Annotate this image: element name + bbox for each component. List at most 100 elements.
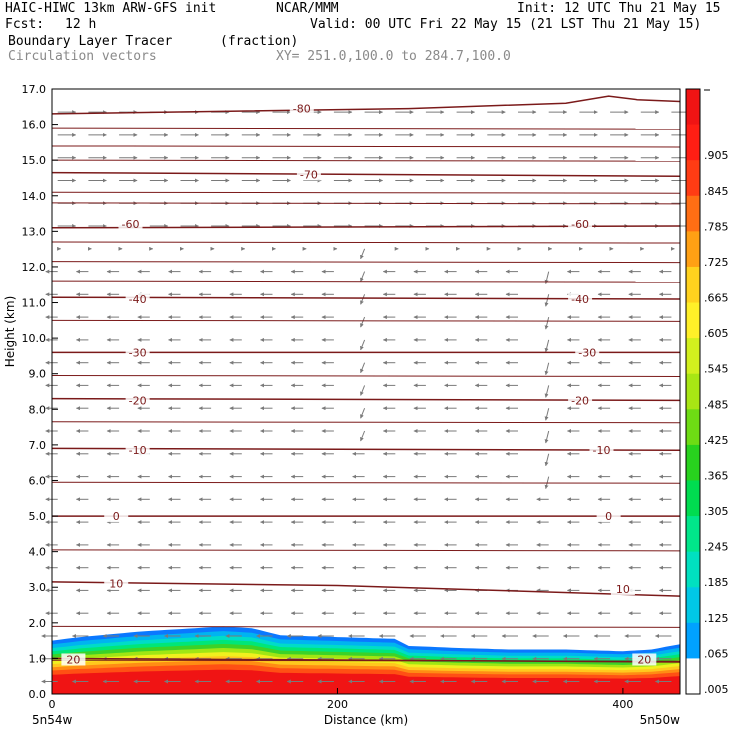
isotherm-line [51,241,681,244]
colorbar-label: .365 [704,469,729,482]
contour-label: -10 [129,444,147,457]
colorbar-label: .785 [704,220,729,233]
y-tick-label: 6.0 [29,474,47,487]
contour-line [51,657,681,663]
colorbar-label: .425 [704,434,729,447]
colorbar-swatch [686,160,700,197]
colorbar-swatch [686,444,700,481]
contour-label-bg [104,510,129,523]
wind-vector [544,430,550,444]
contour-label-bg [568,394,593,407]
y-tick-label: 13.0 [22,225,47,238]
x-tick-label: 400 [612,698,633,711]
header-field-units: (fraction) [220,34,299,49]
wind-vector [360,294,366,305]
wind-vector [544,453,550,467]
y-tick-label: 10.0 [22,332,47,345]
isotherm-line [51,145,681,148]
colorbar-label: .605 [704,327,729,340]
y-tick-label: 0.0 [29,688,47,701]
colorbar-swatch [686,587,700,624]
contour-label: -70 [300,168,318,181]
colorbar-swatch [686,266,700,304]
colorbar-swatch [686,302,700,339]
colorbar-label: .005 [704,683,729,696]
isotherm-line [51,319,681,322]
colorbar-label: .905 [704,149,729,162]
colorbar-swatch [686,551,700,588]
header-vectors: Circulation vectors [8,49,157,64]
colorbar-label: .485 [704,398,729,411]
colorbar-label: .305 [704,505,729,518]
colorbar-swatch [686,231,700,268]
isotherm-line [51,374,681,377]
isotherm-line [51,481,681,484]
tracer-band-10 [52,669,680,694]
header-fcst-label: Fcst: [5,17,45,32]
contour-label-bg [104,577,129,590]
header-model: HAIC-HIWC 13km ARW-GFS init [5,1,217,16]
contour-label-bg [125,346,150,359]
y-tick-label: 4.0 [29,546,47,559]
header-valid: Valid: 00 UTC Fri 22 May 15 (21 LST Thu … [310,17,702,32]
header-init: Init: 12 UTC Thu 21 May 15 [517,1,721,16]
contour-label-bg [568,292,593,305]
contour-label: -60 [571,218,589,231]
isotherm-line [51,202,681,205]
wind-vector [544,294,550,307]
contour-label-bg [125,394,150,407]
wind-vector [360,385,366,396]
colorbar-label: .845 [704,185,729,198]
contour-label: -20 [571,394,589,407]
contour-label-bg [125,292,150,305]
contour-line [51,447,681,451]
contour-label: 10 [109,578,123,591]
contour-label: -40 [571,293,589,306]
y-tick-label: 17.0 [22,83,47,96]
y-tick-label: 3.0 [29,581,47,594]
isotherm-line [51,159,681,162]
contour-label: 10 [616,583,630,596]
wind-vector [360,339,366,351]
colorbar-swatch [686,658,700,695]
wind-vector [544,316,550,330]
contour-label-bg [568,218,593,231]
y-tick-label: 16.0 [22,119,47,132]
contour-line [51,171,681,177]
x-tick-label: 200 [327,698,348,711]
contour-label-bg [118,218,143,231]
y-tick-label: 2.0 [29,617,47,630]
colorbar-label: .065 [704,647,729,660]
y-tick-label: 14.0 [22,190,47,203]
x-tick-label: 0 [49,698,56,711]
colorbar-swatch [686,89,700,126]
wind-vector [360,362,366,374]
colorbar-label: .125 [704,612,729,625]
header-fcst-value: 12 h [65,17,97,32]
colorbar-swatch [686,124,700,161]
wind-vector [360,408,366,419]
contour-label-bg [289,102,314,115]
y-tick-label: 1.0 [29,652,47,665]
contour-label: 0 [605,510,612,523]
isotherm-line [51,191,681,194]
wind-vector [360,316,366,328]
contour-label-bg [610,583,635,596]
wind-vector [360,248,366,260]
colorbar-frame [685,88,701,695]
contour-label-bg [575,346,600,359]
isotherm-line [51,261,681,264]
isotherm-line [51,625,681,628]
isotherm-line [51,421,681,424]
contour-label-bg [296,168,321,181]
colorbar-label: .245 [704,541,729,554]
y-tick-label: 11.0 [22,297,47,310]
x-end-label-right: 5n50w [640,713,681,727]
x-end-label-left: 5n54w [32,713,73,727]
header-org: NCAR/MMM [276,1,339,16]
colorbar-label: .185 [704,576,729,589]
colorbar-swatch [686,195,700,232]
isotherm-line [51,280,681,283]
colorbar-swatch [686,622,700,659]
